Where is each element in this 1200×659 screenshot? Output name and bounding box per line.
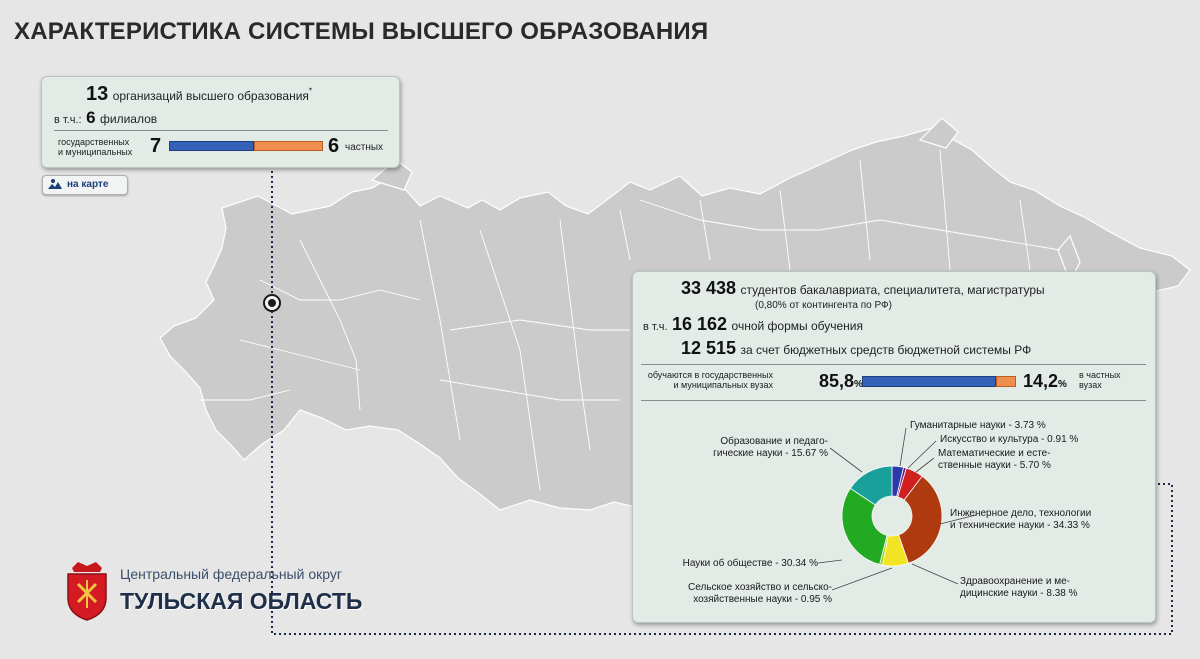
students-share-bar	[862, 376, 1016, 387]
orgs-share-bar	[169, 141, 323, 151]
branches-prefix: в т.ч.:	[54, 114, 82, 126]
map-pin-icon	[48, 179, 62, 189]
fulltime-prefix: в т.ч.	[643, 321, 668, 333]
branches-label: филиалов	[100, 112, 158, 126]
students-state-bar-segment	[862, 376, 997, 387]
pie-leader-0	[899, 427, 907, 467]
tula-emblem-icon	[67, 562, 107, 621]
state-orgs-label-2: и муниципальных	[58, 147, 133, 157]
organizations-card: 13 организаций высшего образования* в т.…	[41, 76, 400, 168]
state-students-label-1: обучаются в государственных	[647, 370, 773, 380]
pie-label-2: Математические и есте-ственные науки - 5…	[938, 448, 1051, 472]
students-total-label: студентов бакалавриата, специалитета, ма…	[740, 283, 1045, 297]
pie-label-0: Гуманитарные науки - 3.73 %	[910, 420, 1046, 432]
on-map-button[interactable]: на карте	[42, 175, 128, 195]
private-students-pct-wrap: 14,2%	[1023, 371, 1067, 392]
private-students-label: в частных вузах	[1079, 370, 1121, 390]
pie-label-5-line-0: Сельское хозяйство и сельско-	[688, 582, 832, 593]
state-students-pct-wrap: 85,8%	[819, 371, 863, 392]
pie-label-6: Науки об обществе - 30.34 %	[642, 558, 818, 570]
pie-label-7-line-0: Образование и педаго-	[720, 436, 828, 447]
state-orgs-count: 7	[150, 135, 162, 157]
organizations-line: 13 организаций высшего образования*	[86, 83, 312, 106]
fulltime-count: 16 162	[672, 314, 728, 334]
students-total-line: 33 438 студентов бакалавриата, специалит…	[681, 278, 1045, 299]
pie-leader-6	[817, 559, 843, 564]
pie-label-3: Инженерное дело, технологии и технические…	[950, 508, 1091, 532]
students-private-bar-segment	[996, 376, 1016, 387]
private-students-label-2: вузах	[1079, 380, 1102, 390]
fulltime-label: очной формы обучения	[731, 319, 863, 333]
pie-label-5: Сельское хозяйство и сельско-хозяйственн…	[636, 582, 832, 606]
pie-leader-1	[907, 440, 937, 469]
federal-district-label: Центральный федеральный округ	[120, 566, 342, 582]
pie-leader-4	[911, 563, 959, 585]
pie-hole	[872, 496, 912, 536]
pie-leader-3	[939, 514, 977, 525]
pie-label-4-line-1: дицинские науки - 8.38 %	[960, 588, 1078, 599]
pie-label-7-line-1: гические науки - 15.67 %	[713, 448, 828, 459]
pie-leader-5	[831, 567, 893, 591]
pie-leader-2	[915, 457, 935, 473]
region-name: ТУЛЬСКАЯ ОБЛАСТЬ	[120, 588, 363, 614]
region-borders	[200, 149, 1061, 491]
private-orgs-label: частных	[345, 142, 384, 153]
pie-label-6-line-0: Науки об обществе - 30.34 %	[682, 558, 818, 569]
page-title: ХАРАКТЕРИСТИКА СИСТЕМЫ ВЫСШЕГО ОБРАЗОВАН…	[14, 18, 709, 45]
divider	[54, 130, 388, 131]
state-students-label-2: и муниципальных вузах	[673, 380, 773, 390]
tula-location-dot	[268, 299, 276, 307]
students-divider-bottom	[641, 400, 1146, 401]
state-pct-sign: %	[854, 379, 863, 390]
students-total: 33 438	[681, 278, 737, 298]
branches-count: 6	[86, 108, 96, 127]
organizations-count: 13	[86, 83, 109, 105]
pie-leader-7	[829, 447, 863, 473]
students-divider-top	[641, 364, 1146, 365]
pie-label-4: Здравоохранение и ме-дицинские науки - 8…	[960, 576, 1078, 600]
fulltime-line: в т.ч. 16 162 очной формы обучения	[643, 314, 863, 335]
budget-line: 12 515 за счет бюджетных средств бюджетн…	[681, 338, 1031, 359]
private-students-label-1: в частных	[1079, 370, 1121, 380]
organizations-label: организаций высшего образования	[112, 89, 309, 103]
pie-label-3-line-0: Инженерное дело, технологии	[950, 508, 1092, 519]
state-orgs-label: государственных и муниципальных	[58, 137, 132, 157]
footnote-mark: *	[308, 86, 313, 96]
pie-label-0-line-0: Гуманитарные науки - 3.73 %	[910, 420, 1046, 431]
pie-label-5-line-1: хозяйственные науки - 0.95 %	[693, 594, 832, 605]
pie-label-4-line-0: Здравоохранение и ме-	[960, 576, 1070, 587]
orgs-private-bar-segment	[253, 141, 323, 151]
orgs-state-bar-segment	[169, 141, 254, 151]
private-students-pct: 14,2	[1023, 371, 1059, 391]
pie-label-3-line-1: и технические науки - 34.33 %	[950, 520, 1090, 531]
connector-lines	[271, 166, 1173, 635]
on-map-button-label: на карте	[67, 179, 109, 190]
pie-label-7: Образование и педаго-гические науки - 15…	[640, 436, 828, 460]
pie-label-1: Искусство и культура - 0.91 %	[940, 434, 1078, 446]
state-students-pct: 85,8	[819, 371, 855, 391]
pie-label-1-line-0: Искусство и культура - 0.91 %	[940, 434, 1079, 445]
private-orgs-count: 6	[328, 135, 340, 157]
pie-label-2-line-0: Математические и есте-	[938, 448, 1051, 459]
private-pct-sign: %	[1058, 379, 1067, 390]
students-share-note: (0,80% от контингента по РФ)	[755, 300, 892, 311]
budget-count: 12 515	[681, 338, 737, 358]
branches-line: в т.ч.: 6 филиалов	[54, 108, 157, 128]
state-students-label: обучаются в государственных и муниципаль…	[643, 370, 773, 390]
state-orgs-label-1: государственных	[58, 137, 130, 147]
map-island-2	[918, 117, 959, 149]
budget-label: за счет бюджетных средств бюджетной сист…	[740, 343, 1032, 357]
pie-label-2-line-1: ственные науки - 5.70 %	[938, 460, 1051, 471]
